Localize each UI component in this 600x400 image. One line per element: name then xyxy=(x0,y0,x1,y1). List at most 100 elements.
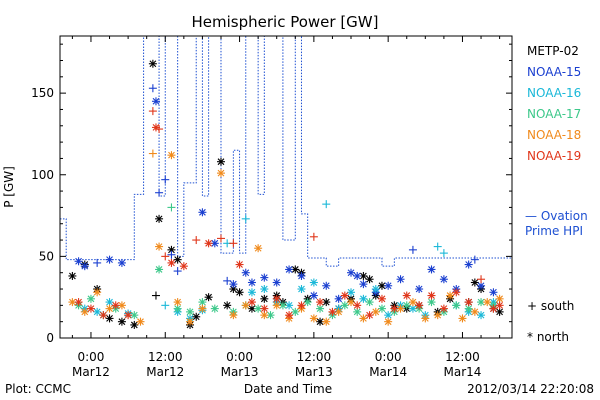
data-point-north xyxy=(130,311,139,320)
data-point-north xyxy=(99,311,108,320)
x-tick-label-time: 12:00 xyxy=(297,350,332,364)
data-point-north xyxy=(495,294,504,303)
data-point-south xyxy=(309,232,318,241)
data-point-north xyxy=(105,314,114,323)
data-point-north xyxy=(309,278,318,287)
data-point-north xyxy=(452,301,461,310)
y-tick-label: 0 xyxy=(46,331,54,345)
data-point-north xyxy=(117,317,126,326)
data-point-south xyxy=(223,276,232,285)
data-point-north xyxy=(297,271,306,280)
data-point-south xyxy=(161,175,170,184)
y-axis: 0 50 100 150 xyxy=(31,43,512,345)
data-point-north xyxy=(470,307,479,316)
data-point-north xyxy=(415,285,424,294)
data-point-north xyxy=(359,271,368,280)
legend-ovation-line1: — Ovation xyxy=(525,209,588,223)
data-point-north xyxy=(365,275,374,284)
data-point-south xyxy=(148,107,157,116)
data-point-north xyxy=(155,242,164,251)
data-point-north xyxy=(371,285,380,294)
data-point-south xyxy=(192,236,201,245)
x-tick-label-date: Mar12 xyxy=(146,365,184,379)
series-noaa-19 xyxy=(74,107,504,320)
y-tick-label: 100 xyxy=(31,168,54,182)
x-tick-label-time: 0:00 xyxy=(375,350,402,364)
data-point-south xyxy=(408,245,417,254)
data-point-north xyxy=(316,298,325,307)
data-point-north xyxy=(483,298,492,307)
data-point-north xyxy=(396,275,405,284)
plot-frame xyxy=(59,35,513,339)
data-point-north xyxy=(192,312,201,321)
data-point-north xyxy=(458,314,467,323)
chart-marks xyxy=(60,36,512,329)
ovation-line xyxy=(60,36,512,267)
data-point-north xyxy=(216,169,225,178)
data-point-north xyxy=(86,304,95,313)
x-tick-label-date: Mar14 xyxy=(444,365,482,379)
legend-marker-south: + south xyxy=(527,299,574,313)
data-point-north xyxy=(68,298,77,307)
data-point-north xyxy=(353,301,362,310)
data-point-north xyxy=(229,311,238,320)
data-point-north xyxy=(80,307,89,316)
data-point-north xyxy=(390,304,399,313)
legend-ovation-line2: Prime HPI xyxy=(525,224,583,238)
data-point-north xyxy=(489,304,498,313)
data-point-north xyxy=(427,291,436,300)
data-point-north xyxy=(359,314,368,323)
data-point-south xyxy=(167,250,176,259)
data-point-north xyxy=(427,265,436,274)
data-point-north xyxy=(130,320,139,329)
data-point-south xyxy=(477,275,486,284)
legend-marker-north: * north xyxy=(527,330,569,344)
data-point-north xyxy=(111,301,120,310)
data-point-south xyxy=(151,291,160,300)
data-point-north xyxy=(377,304,386,313)
data-point-north xyxy=(235,288,244,297)
data-point-south xyxy=(155,125,164,134)
data-point-north xyxy=(93,307,102,316)
data-point-north xyxy=(74,257,83,266)
data-point-north xyxy=(396,304,405,313)
legend-item: NOAA-15 xyxy=(527,65,581,79)
data-point-north xyxy=(340,301,349,310)
data-point-north xyxy=(402,301,411,310)
data-point-north xyxy=(198,208,207,217)
data-point-south xyxy=(229,239,238,248)
legend-item: NOAA-18 xyxy=(527,128,581,142)
data-point-north xyxy=(136,317,145,326)
data-point-north xyxy=(80,262,89,271)
data-point-north xyxy=(74,298,83,307)
data-point-north xyxy=(377,294,386,303)
x-axis-label: Date and Time xyxy=(244,382,332,396)
legend: METP-02 NOAA-15 NOAA-16 NOAA-17 NOAA-18 NOAA-… xyxy=(525,44,588,344)
data-point-north xyxy=(297,285,306,294)
data-point-north xyxy=(309,291,318,300)
data-point-north xyxy=(477,298,486,307)
data-point-north xyxy=(272,278,281,287)
data-point-north xyxy=(260,294,269,303)
data-point-north xyxy=(347,288,356,297)
data-point-north xyxy=(427,298,436,307)
data-point-north xyxy=(235,260,244,269)
data-point-north xyxy=(365,311,374,320)
legend-item: NOAA-17 xyxy=(527,107,581,121)
data-point-north xyxy=(148,59,157,68)
data-point-north xyxy=(198,304,207,313)
data-point-south xyxy=(161,252,170,261)
data-point-north xyxy=(316,304,325,313)
data-point-north xyxy=(229,280,238,289)
x-axis: 0:00Mar1212:00Mar120:00Mar1312:00Mar130:… xyxy=(71,36,501,379)
data-point-south xyxy=(148,149,157,158)
data-point-north xyxy=(186,317,195,326)
data-point-north xyxy=(186,307,195,316)
data-point-north xyxy=(415,301,424,310)
data-point-north xyxy=(347,298,356,307)
data-point-north xyxy=(247,288,256,297)
data-point-north xyxy=(291,307,300,316)
data-point-north xyxy=(309,314,318,323)
legend-item: NOAA-16 xyxy=(527,86,581,100)
legend-item: NOAA-19 xyxy=(527,149,581,163)
